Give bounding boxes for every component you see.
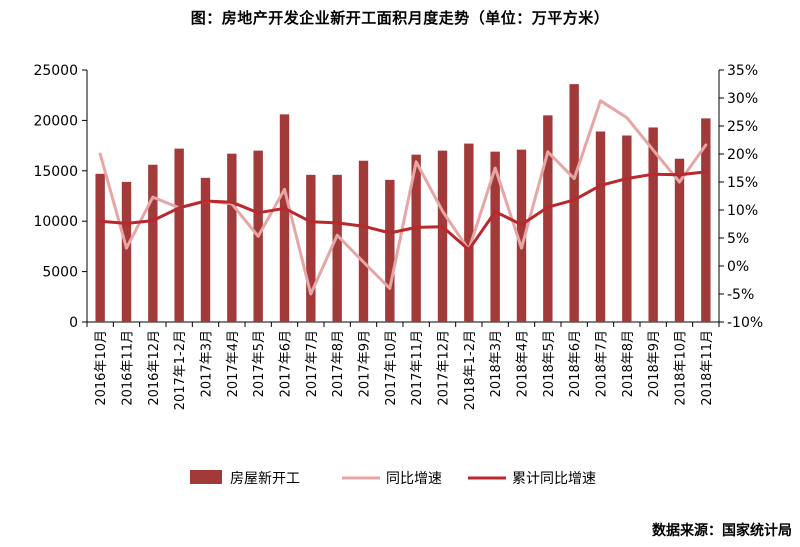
legend-swatch-bar	[190, 470, 222, 484]
x-ticks: 2016年10月 2016年11月 2016年12月 2017年1-2月 2017年3月…	[86, 322, 720, 410]
right-tick-label: -5%	[727, 287, 754, 303]
legend-label: 同比增速	[386, 471, 442, 487]
x-tick-label: 2018年7月	[595, 330, 610, 397]
bar	[95, 173, 105, 322]
x-tick-label: 2018年4月	[516, 330, 531, 397]
x-tick-label: 2018年8月	[621, 330, 636, 397]
x-tick-label: 2017年6月	[279, 330, 294, 397]
bar	[569, 84, 579, 322]
bar	[543, 115, 553, 322]
right-tick-label: 10%	[727, 203, 758, 219]
x-tick-label: 2017年3月	[200, 330, 215, 397]
bar	[622, 135, 632, 322]
right-y-ticks: -10% -5% 0% 5% 10% 15% 20% 25% 30% 35%	[719, 63, 763, 331]
bar	[385, 179, 395, 322]
x-tick-label: 2016年11月	[121, 330, 136, 406]
bar	[148, 164, 158, 322]
bar	[595, 131, 606, 322]
left-tick-label: 0	[69, 315, 78, 331]
x-tick-label: 2017年1-2月	[173, 330, 188, 410]
bar	[227, 153, 237, 322]
bar	[279, 114, 290, 323]
yoy-growth-line	[98, 99, 708, 296]
right-tick-label: 0%	[727, 259, 749, 275]
right-tick-label: 5%	[727, 231, 749, 247]
bar	[121, 181, 132, 322]
right-tick-label: 25%	[727, 119, 758, 135]
x-tick-label: 2018年9月	[647, 330, 662, 397]
x-tick-label: 2017年10月	[384, 330, 399, 406]
x-tick-label: 2018年5月	[542, 330, 557, 397]
left-tick-label: 5000	[42, 265, 78, 281]
bar	[332, 174, 342, 322]
right-tick-label: -10%	[727, 315, 763, 331]
bar	[437, 150, 448, 322]
bar	[701, 118, 711, 322]
bar	[174, 148, 184, 322]
x-tick-label: 2018年1-2月	[463, 330, 478, 410]
x-tick-label: 2018年6月	[568, 330, 583, 397]
x-tick-label: 2016年12月	[147, 330, 162, 406]
right-tick-label: 30%	[727, 91, 758, 107]
bar	[411, 154, 421, 322]
x-tick-label: 2017年7月	[305, 330, 320, 397]
x-tick-label: 2017年4月	[226, 330, 241, 397]
bar	[200, 177, 211, 322]
x-tick-label: 2018年3月	[489, 330, 504, 397]
bar	[516, 149, 527, 322]
x-tick-label: 2017年9月	[358, 330, 373, 397]
x-tick-label: 2017年8月	[331, 330, 346, 397]
left-tick-label: 20000	[33, 113, 78, 129]
x-tick-label: 2018年11月	[700, 330, 715, 406]
right-tick-label: 15%	[727, 175, 758, 191]
left-tick-label: 15000	[33, 164, 78, 180]
x-tick-label: 2017年5月	[252, 330, 267, 397]
line-series	[98, 99, 708, 296]
bar	[306, 174, 316, 322]
left-tick-label: 25000	[33, 63, 78, 79]
left-tick-label: 10000	[33, 214, 78, 230]
x-tick-label: 2016年10月	[94, 330, 109, 406]
chart-title: 图：房地产开发企业新开工面积月度走势（单位：万平方米）	[190, 9, 610, 27]
x-tick-label: 2017年11月	[410, 330, 425, 406]
x-tick-label: 2017年12月	[437, 330, 452, 406]
bar-series	[95, 84, 711, 323]
bar	[648, 127, 658, 323]
cumulative-growth-line	[98, 170, 708, 252]
legend-label: 房屋新开工	[230, 471, 300, 487]
legend: 房屋新开工 同比增速 累计同比增速	[190, 470, 596, 487]
source-note: 数据来源：国家统计局	[652, 523, 792, 539]
left-y-ticks: 0 5000 10000 15000 20000 25000	[33, 63, 87, 331]
legend-label: 累计同比增速	[512, 471, 596, 487]
right-tick-label: 35%	[727, 63, 758, 79]
bar	[490, 151, 500, 322]
bar	[464, 143, 474, 322]
right-tick-label: 20%	[727, 147, 758, 163]
bar	[674, 158, 685, 322]
bar	[358, 160, 369, 322]
x-tick-label: 2018年10月	[674, 330, 689, 406]
